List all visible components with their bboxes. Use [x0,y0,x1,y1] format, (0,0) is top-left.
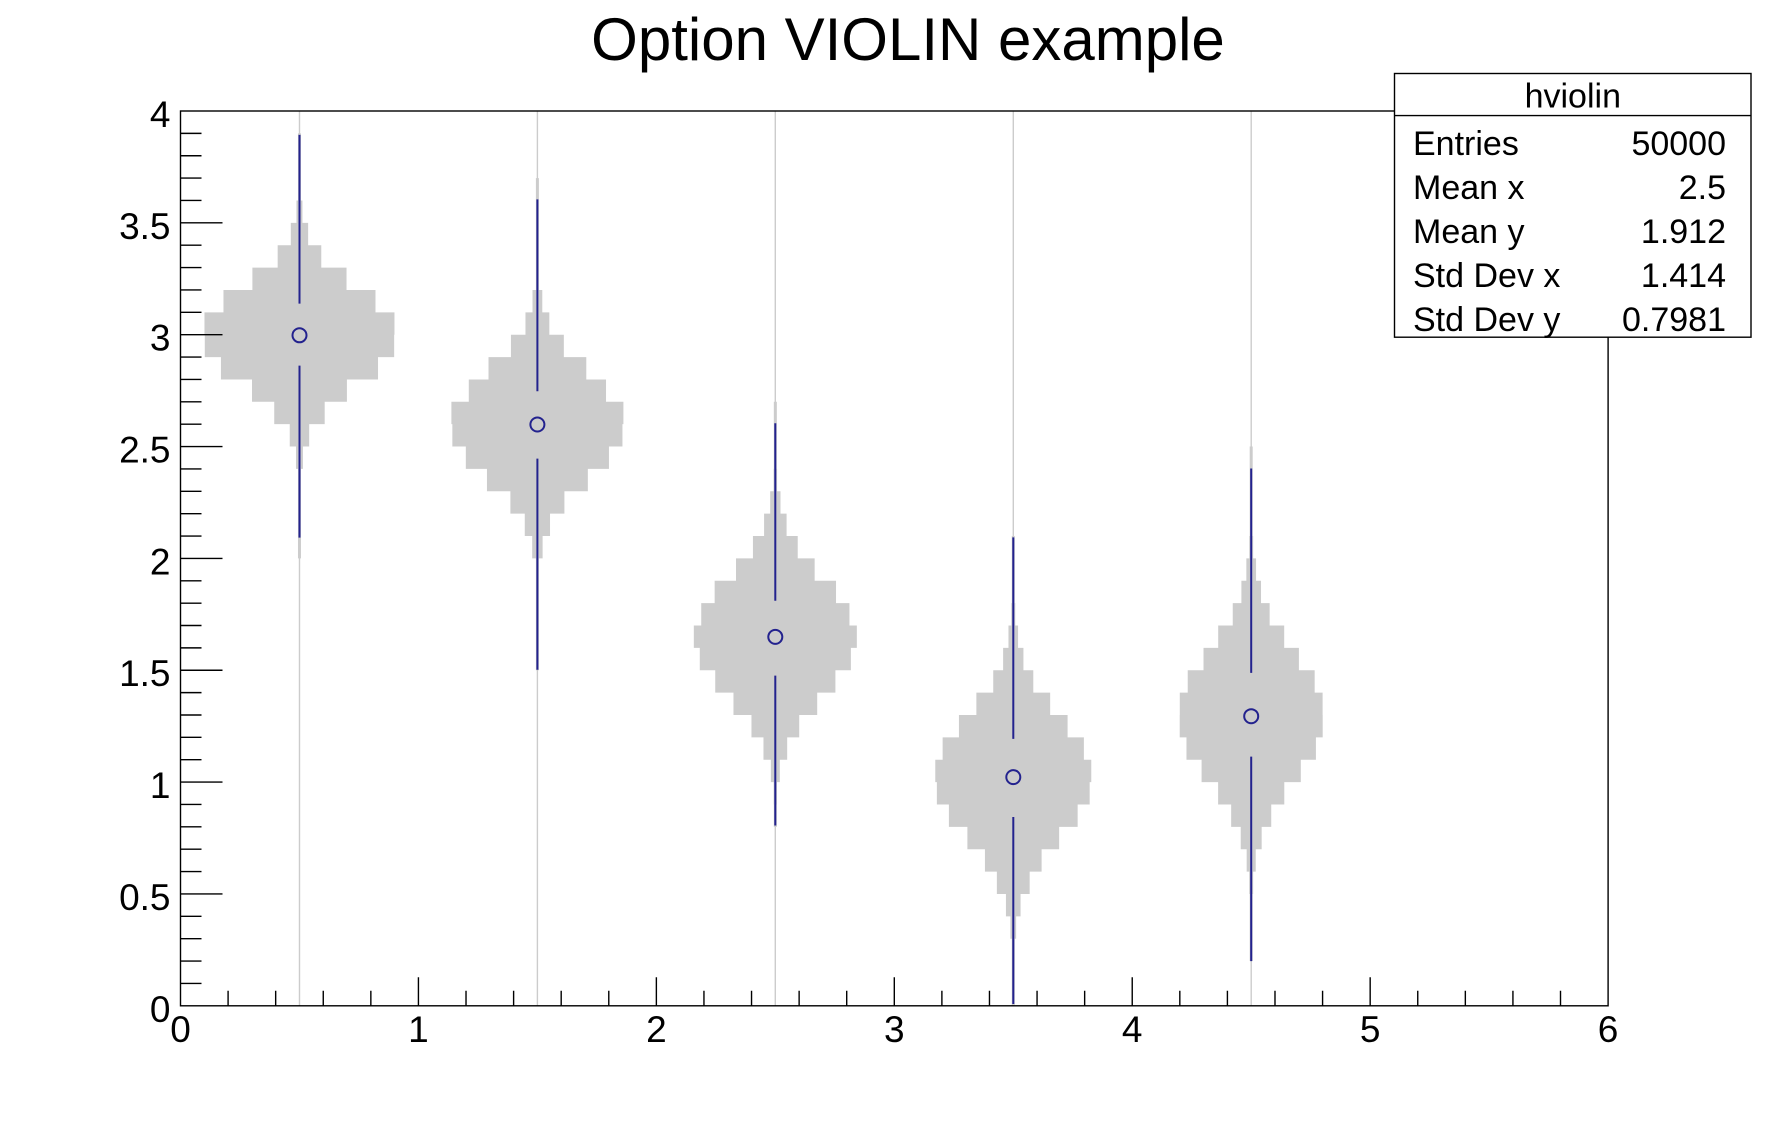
svg-text:0.7981: 0.7981 [1622,301,1726,339]
svg-text:1.912: 1.912 [1641,213,1726,251]
svg-text:4: 4 [1122,1009,1143,1050]
svg-text:5: 5 [1360,1009,1381,1050]
svg-text:6: 6 [1598,1009,1619,1050]
svg-text:3: 3 [150,318,171,359]
svg-text:2: 2 [646,1009,667,1050]
svg-text:2.5: 2.5 [1679,169,1726,207]
svg-text:1: 1 [408,1009,429,1050]
svg-text:4: 4 [150,94,171,135]
svg-text:3: 3 [884,1009,905,1050]
svg-text:1.5: 1.5 [119,653,170,694]
svg-text:Std Dev y: Std Dev y [1413,301,1560,339]
svg-text:0.5: 0.5 [119,877,170,918]
svg-text:3.5: 3.5 [119,206,170,247]
svg-text:Mean y: Mean y [1413,213,1525,251]
svg-text:Option VIOLIN example: Option VIOLIN example [591,6,1225,73]
svg-text:1: 1 [150,765,171,806]
svg-text:Mean x: Mean x [1413,169,1525,207]
svg-text:2: 2 [150,541,171,582]
svg-text:0: 0 [170,1009,191,1050]
svg-text:Std Dev x: Std Dev x [1413,257,1560,295]
svg-text:1.414: 1.414 [1641,257,1726,295]
svg-text:50000: 50000 [1631,125,1726,163]
svg-text:0: 0 [150,989,171,1030]
svg-text:hviolin: hviolin [1525,78,1621,116]
svg-text:2.5: 2.5 [119,430,170,471]
svg-text:Entries: Entries [1413,125,1519,163]
